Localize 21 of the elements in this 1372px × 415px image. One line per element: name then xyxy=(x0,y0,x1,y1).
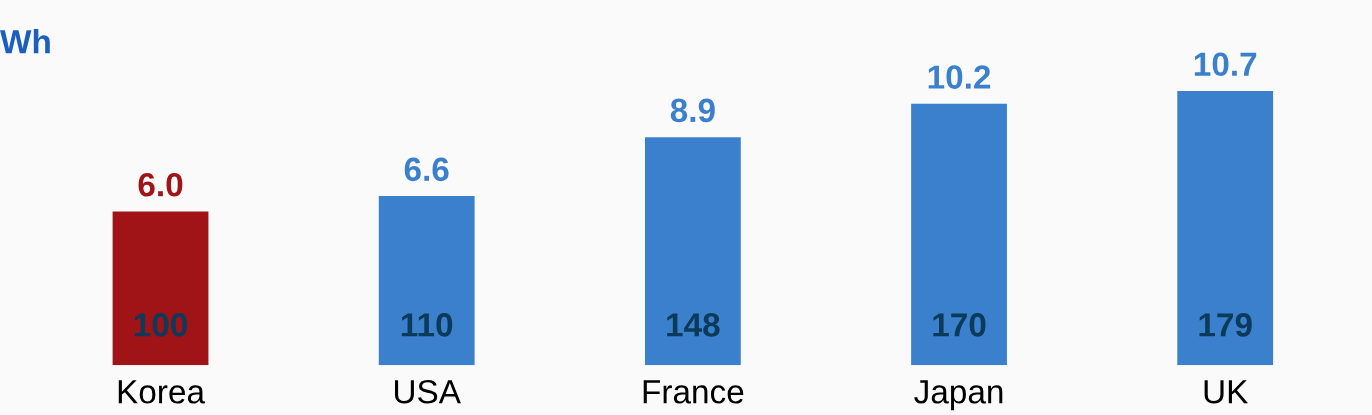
bar xyxy=(112,211,209,366)
annotation: 148 xyxy=(667,313,720,337)
x-tick-label: UK xyxy=(1204,380,1248,404)
data-label: 10.7 xyxy=(1194,52,1257,77)
chart-title: Wh xyxy=(0,29,50,54)
data-label: 8.9 xyxy=(670,98,715,123)
annotation: 100 xyxy=(134,313,187,337)
x-tick-label: Korea xyxy=(118,380,205,404)
data-label: 6.6 xyxy=(404,157,449,182)
x-tick-label: Japan xyxy=(914,380,1003,411)
data-label: 6.0 xyxy=(138,172,183,197)
bar xyxy=(644,137,741,366)
x-tick-label: France xyxy=(643,380,744,404)
bar xyxy=(378,196,475,366)
annotation: 179 xyxy=(1199,313,1252,337)
bar xyxy=(1177,91,1274,366)
data-label: 10.2 xyxy=(928,65,991,89)
bar xyxy=(911,103,1007,366)
x-tick-label: USA xyxy=(394,379,461,404)
annotation: 110 xyxy=(401,313,453,337)
annotation: 170 xyxy=(933,313,986,337)
